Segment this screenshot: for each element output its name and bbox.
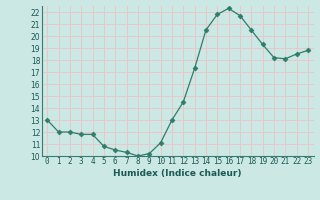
- X-axis label: Humidex (Indice chaleur): Humidex (Indice chaleur): [113, 169, 242, 178]
